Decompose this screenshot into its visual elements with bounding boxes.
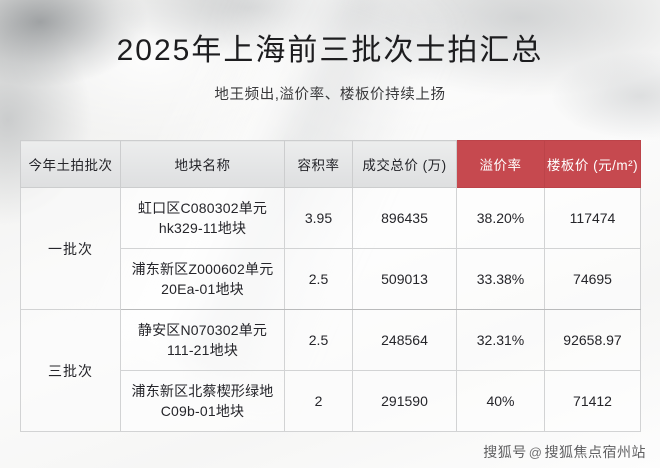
table-header-row: 今年土拍批次 地块名称 容积率 成交总价 (万) 溢价率 楼板价 (元/m²) bbox=[20, 140, 641, 188]
premium-rate-cell: 33.38% bbox=[456, 248, 545, 310]
page-subtitle: 地王频出,溢价率、楼板价持续上扬 bbox=[214, 86, 446, 103]
floor-price-cell: 71412 bbox=[544, 370, 641, 432]
total-price-cell: 509013 bbox=[352, 248, 457, 310]
floor-price-cell: 74695 bbox=[544, 248, 641, 310]
floor-price-cell: 92658.97 bbox=[544, 309, 641, 371]
floor-price-cell: 117474 bbox=[544, 187, 641, 249]
plot-name-line2: hk329-11地块 bbox=[158, 220, 247, 236]
plot-name-line2: C09b-01地块 bbox=[160, 403, 245, 419]
floor-area-ratio-cell: 2 bbox=[284, 370, 353, 432]
batch-group-label-1: 一批次 bbox=[20, 187, 121, 310]
table-row: 浦东新区北蔡楔形绿地 C09b-01地块 2 291590 40% 71412 bbox=[21, 370, 641, 432]
premium-rate-cell: 32.31% bbox=[456, 309, 545, 371]
watermark: 搜狐号 @ 搜狐焦点宿州站 bbox=[483, 442, 646, 462]
column-header-total-price: 成交总价 (万) bbox=[352, 140, 457, 188]
plot-name-cell: 静安区N070302单元 111-21地块 bbox=[120, 309, 285, 371]
column-header-premium-rate: 溢价率 bbox=[456, 140, 545, 188]
batch-group-label-2: 三批次 bbox=[20, 309, 121, 432]
table-header: 今年土拍批次 地块名称 容积率 成交总价 (万) 溢价率 楼板价 (元/m²) bbox=[20, 140, 641, 188]
watermark-channel: 搜狐焦点宿州站 bbox=[544, 444, 646, 460]
total-price-cell: 248564 bbox=[352, 309, 457, 371]
premium-rate-cell: 38.20% bbox=[456, 187, 545, 249]
floor-area-ratio-cell: 3.95 bbox=[284, 187, 353, 249]
floor-area-ratio-cell: 2.5 bbox=[284, 309, 353, 371]
plot-name-cell: 浦东新区北蔡楔形绿地 C09b-01地块 bbox=[120, 370, 285, 432]
plot-name-line1: 虹口区C080302单元 bbox=[137, 199, 268, 216]
total-price-cell: 291590 bbox=[352, 370, 457, 432]
plot-name-line2: 20Ea-01地块 bbox=[161, 281, 244, 297]
page-title: 2025年上海前三批次士拍汇总 bbox=[116, 34, 544, 67]
land-auction-table: 今年土拍批次 地块名称 容积率 成交总价 (万) 溢价率 楼板价 (元/m²) … bbox=[20, 140, 641, 432]
premium-rate-cell: 40% bbox=[456, 370, 545, 432]
title-block: 2025年上海前三批次士拍汇总 地王频出,溢价率、楼板价持续上扬 bbox=[0, 0, 660, 104]
watermark-at-symbol: @ bbox=[528, 444, 543, 460]
table-body: 一批次 虹口区C080302单元 hk329-11地块 3.95 896435 … bbox=[20, 187, 641, 432]
plot-name-cell: 虹口区C080302单元 hk329-11地块 bbox=[120, 187, 285, 249]
floor-area-ratio-cell: 2.5 bbox=[284, 248, 353, 310]
plot-name-line1: 静安区N070302单元 bbox=[137, 321, 268, 338]
total-price-cell: 896435 bbox=[352, 187, 457, 249]
column-header-floor-area-ratio: 容积率 bbox=[284, 140, 353, 188]
plot-name-cell: 浦东新区Z000602单元 20Ea-01地块 bbox=[120, 248, 285, 310]
plot-name-line2: 111-21地块 bbox=[166, 342, 239, 358]
table-row: 浦东新区Z000602单元 20Ea-01地块 2.5 509013 33.38… bbox=[21, 248, 641, 310]
plot-name-line1: 浦东新区Z000602单元 bbox=[131, 260, 274, 277]
column-header-floor-price: 楼板价 (元/m²) bbox=[544, 140, 641, 188]
plot-name-line1: 浦东新区北蔡楔形绿地 bbox=[131, 382, 274, 399]
table-row: 三批次 静安区N070302单元 111-21地块 2.5 248564 32.… bbox=[20, 309, 641, 432]
table-row: 一批次 虹口区C080302单元 hk329-11地块 3.95 896435 … bbox=[20, 187, 641, 310]
watermark-account: 搜狐号 bbox=[483, 444, 527, 460]
column-header-batch: 今年土拍批次 bbox=[20, 140, 121, 188]
column-header-plot-name: 地块名称 bbox=[120, 140, 285, 188]
land-auction-table-wrap: 今年土拍批次 地块名称 容积率 成交总价 (万) 溢价率 楼板价 (元/m²) … bbox=[20, 140, 641, 432]
